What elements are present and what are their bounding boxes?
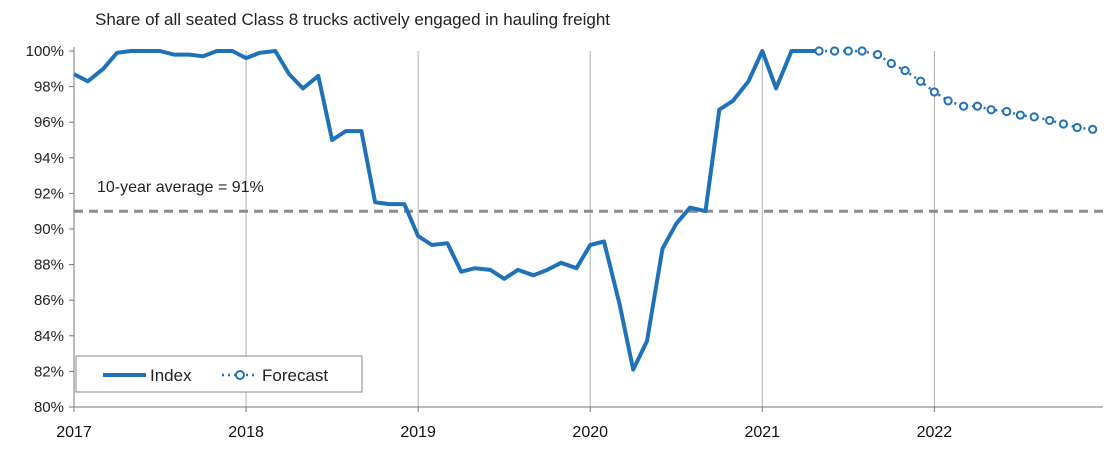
y-tick-label: 94% <box>34 150 64 167</box>
x-tick-label: 2018 <box>228 424 264 441</box>
legend-forecast-marker <box>235 370 245 380</box>
y-tick-label: 100% <box>26 43 64 60</box>
forecast-point <box>929 87 939 97</box>
legend-label-forecast: Forecast <box>262 366 328 385</box>
y-tick-label: 86% <box>34 292 64 309</box>
y-tick-label: 88% <box>34 257 64 274</box>
forecast-markers <box>814 46 1098 134</box>
forecast-point <box>857 46 867 56</box>
forecast-point <box>1015 110 1026 120</box>
chart-title: Share of all seated Class 8 trucks activ… <box>95 10 610 29</box>
forecast-point <box>829 46 840 56</box>
legend: Index Forecast <box>75 355 363 393</box>
legend-label-index: Index <box>150 366 192 385</box>
y-tick-label: 96% <box>34 114 64 131</box>
y-tick-label: 84% <box>34 328 64 345</box>
forecast-point <box>1088 124 1098 134</box>
vertical-gridlines <box>245 51 935 407</box>
x-tick-label: 2020 <box>572 424 608 441</box>
forecast-point <box>843 46 853 56</box>
forecast-point <box>972 101 982 111</box>
y-tick-label: 82% <box>34 363 64 380</box>
forecast-point <box>872 49 883 60</box>
forecast-point <box>1045 115 1055 126</box>
ten-year-average-label: 10-year average = 91% <box>97 179 264 196</box>
x-tick-label: 2019 <box>400 424 436 441</box>
forecast-point <box>1072 122 1082 133</box>
x-tick-label: 2022 <box>917 424 953 441</box>
forecast-point <box>959 101 969 111</box>
series-line-index <box>73 49 820 372</box>
x-tick-label: 2021 <box>744 424 780 441</box>
plot-axes <box>69 47 1103 412</box>
legend-swatch-forecast <box>222 370 258 380</box>
y-tick-label: 92% <box>34 185 64 202</box>
series-line-forecast <box>819 49 1093 131</box>
forecast-point <box>1058 119 1069 129</box>
forecast-point <box>943 96 953 106</box>
y-tick-label: 98% <box>34 79 64 96</box>
forecast-point <box>1029 112 1039 122</box>
y-tick-label: 90% <box>34 221 64 238</box>
forecast-point <box>814 46 824 56</box>
forecast-point <box>986 105 996 115</box>
y-tick-label: 80% <box>34 399 64 416</box>
forecast-point <box>1002 106 1012 117</box>
x-tick-label: 2017 <box>56 424 92 441</box>
forecast-point <box>916 76 926 86</box>
y-axis-tick-labels: 80% 82% 84% 86% 88% 90% 92% 94% 96% 98% 100% <box>26 43 64 416</box>
forecast-point <box>900 65 910 76</box>
forecast-point <box>886 58 896 69</box>
x-axis-tick-labels: 2017 2018 2019 2020 2021 2022 <box>56 424 952 441</box>
